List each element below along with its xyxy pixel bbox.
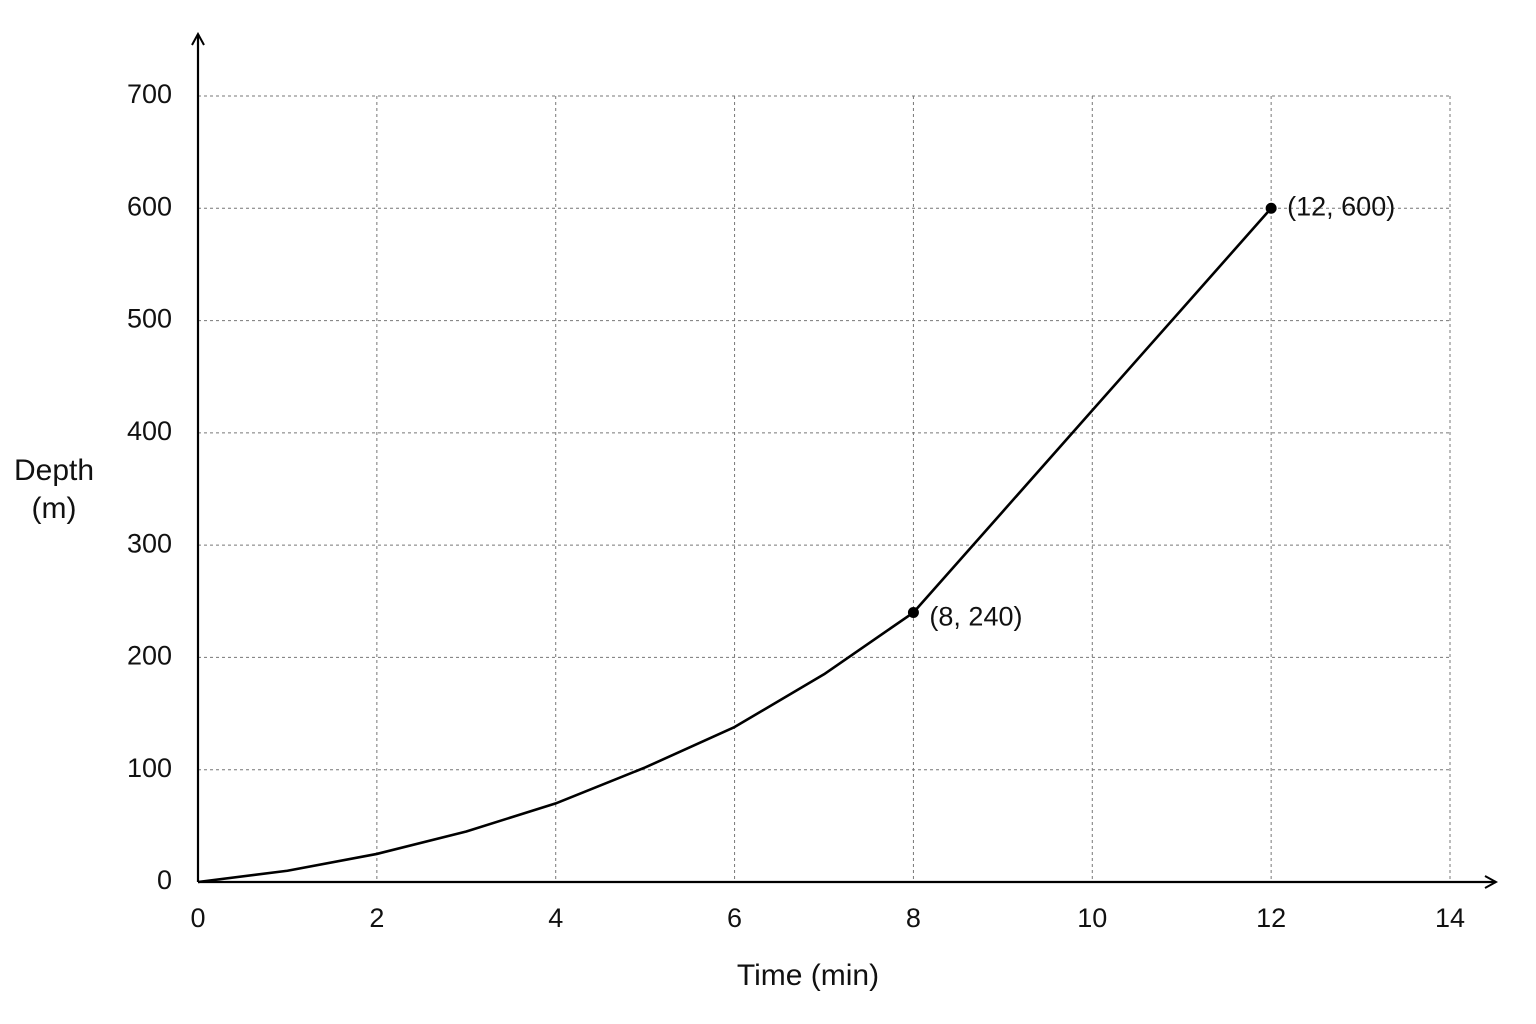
y-tick-label: 400 bbox=[127, 416, 172, 446]
x-tick-label: 4 bbox=[548, 903, 563, 933]
y-tick-label: 500 bbox=[127, 304, 172, 334]
x-tick-label: 2 bbox=[369, 903, 384, 933]
y-tick-label: 600 bbox=[127, 191, 172, 221]
y-tick-label: 100 bbox=[127, 753, 172, 783]
y-tick-label: 0 bbox=[157, 865, 172, 895]
data-line bbox=[197, 207, 1273, 884]
x-tick-label: 0 bbox=[190, 903, 205, 933]
data-point bbox=[1265, 202, 1277, 214]
x-tick-label: 6 bbox=[727, 903, 742, 933]
grid bbox=[198, 95, 1451, 882]
x-tick-label: 14 bbox=[1435, 903, 1465, 933]
x-tick-label: 8 bbox=[906, 903, 921, 933]
x-tick-label: 12 bbox=[1256, 903, 1286, 933]
x-axis-label: Time (min) bbox=[737, 959, 879, 992]
y-axis-label: (m) bbox=[32, 492, 77, 525]
y-tick-label: 200 bbox=[127, 641, 172, 671]
annotation: (12, 600) bbox=[1287, 191, 1395, 221]
x-tick-label: 10 bbox=[1077, 903, 1107, 933]
annotation: (8, 240) bbox=[929, 602, 1022, 632]
y-tick-label: 700 bbox=[127, 79, 172, 109]
y-tick-label: 300 bbox=[127, 528, 172, 558]
y-axis-label: Depth bbox=[14, 454, 94, 487]
data-point bbox=[907, 607, 919, 619]
